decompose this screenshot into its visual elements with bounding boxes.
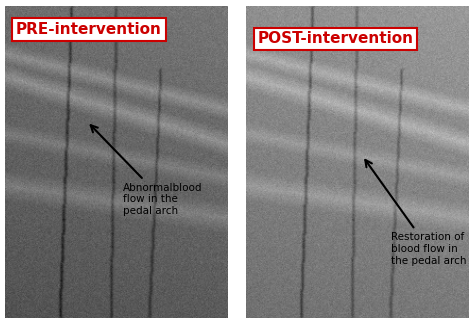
Text: PRE-intervention: PRE-intervention [16, 22, 162, 37]
Text: Restoration of
blood flow in
the pedal arch: Restoration of blood flow in the pedal a… [365, 160, 467, 266]
Text: Abnormalblood
flow in the
pedal arch: Abnormalblood flow in the pedal arch [91, 125, 202, 216]
Text: POST-intervention: POST-intervention [258, 31, 414, 46]
